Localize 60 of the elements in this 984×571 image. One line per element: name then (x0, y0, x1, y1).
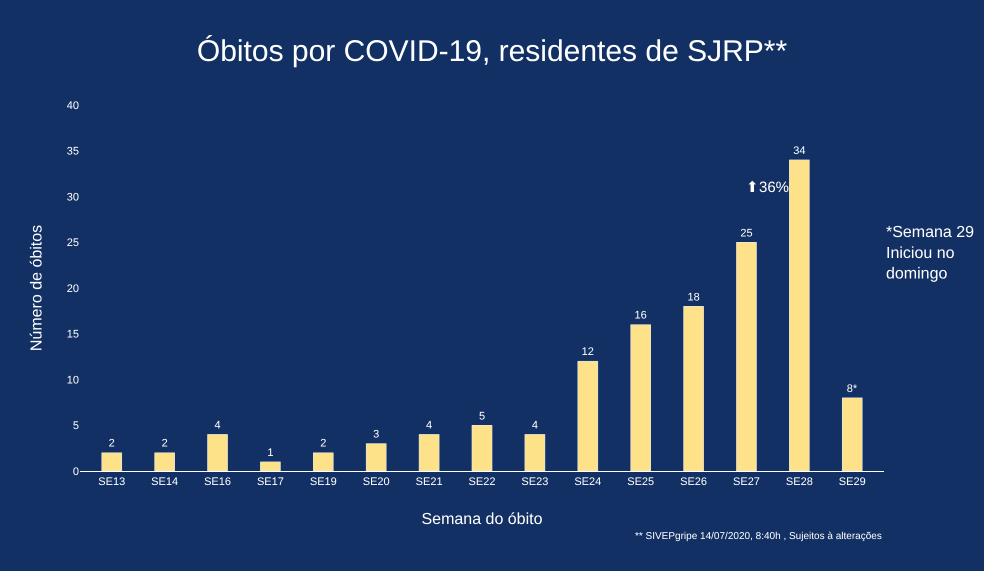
x-tick-label: SE24 (574, 476, 602, 488)
bar (842, 398, 863, 471)
x-tick-label: SE26 (680, 476, 708, 488)
y-tick-label: 35 (66, 146, 79, 158)
x-tick-label: SE14 (151, 476, 178, 488)
x-tick-label: SE19 (310, 476, 337, 488)
y-tick-label: 25 (66, 237, 79, 250)
bar (630, 324, 651, 471)
bar (472, 425, 492, 471)
y-tick-label: 10 (66, 374, 79, 386)
bar (524, 434, 546, 471)
annotation: ⬆36% (746, 179, 790, 196)
bar (577, 360, 598, 471)
x-tick-label: SE20 (362, 476, 390, 488)
data-label: 5 (478, 410, 486, 422)
data-label: 4 (426, 419, 432, 432)
data-label: 25 (740, 227, 753, 240)
data-label: 12 (582, 346, 594, 358)
data-label: 2 (320, 438, 326, 450)
bar (207, 434, 228, 471)
data-label: 4 (532, 419, 538, 432)
x-tick-label: SE13 (98, 476, 126, 488)
data-label: 4 (214, 419, 221, 432)
x-tick-label: SE27 (733, 476, 760, 488)
y-tick-label: 15 (66, 328, 79, 341)
bar (154, 452, 175, 471)
x-tick-label: SE21 (416, 476, 443, 488)
chart-title: Óbitos por COVID-19, residentes de SJRP** (196, 34, 788, 68)
x-tick-label: SE23 (521, 476, 548, 488)
y-tick-label: 20 (66, 282, 79, 295)
y-tick-label: 0 (72, 466, 79, 478)
data-label: 34 (793, 144, 806, 157)
bar (683, 306, 704, 471)
data-label: 3 (373, 428, 380, 441)
bar (260, 462, 281, 471)
bar (101, 452, 122, 471)
y-tick-label: 40 (66, 100, 79, 112)
x-tick-label: SE25 (627, 476, 654, 488)
x-axis-title: Semana do óbito (422, 510, 543, 528)
data-label: 2 (108, 438, 115, 450)
data-label: 16 (634, 310, 647, 322)
data-label: 2 (162, 438, 168, 450)
bar (736, 242, 757, 471)
data-label: 18 (687, 291, 700, 304)
x-tick-label: SE17 (256, 476, 284, 488)
data-label: 8* (846, 382, 858, 395)
bar (313, 452, 334, 471)
data-label: 1 (267, 446, 274, 459)
x-tick-label: SE16 (204, 476, 231, 488)
y-tick-label: 5 (72, 420, 79, 432)
x-tick-label: SE28 (786, 476, 813, 488)
bar (366, 443, 387, 471)
y-tick-label: 30 (66, 191, 79, 204)
y-axis-title: Número de óbitos (28, 224, 46, 352)
text: ** SIVEPgripe 14/07/2020, 8:40h , Sujeitos à alterações (635, 531, 882, 542)
bar (418, 434, 440, 471)
x-tick-label: SE29 (838, 476, 866, 488)
bar (789, 160, 810, 471)
x-tick-label: SE22 (468, 476, 496, 488)
text: *Semana 29 Iniciou no domingo (886, 224, 974, 283)
